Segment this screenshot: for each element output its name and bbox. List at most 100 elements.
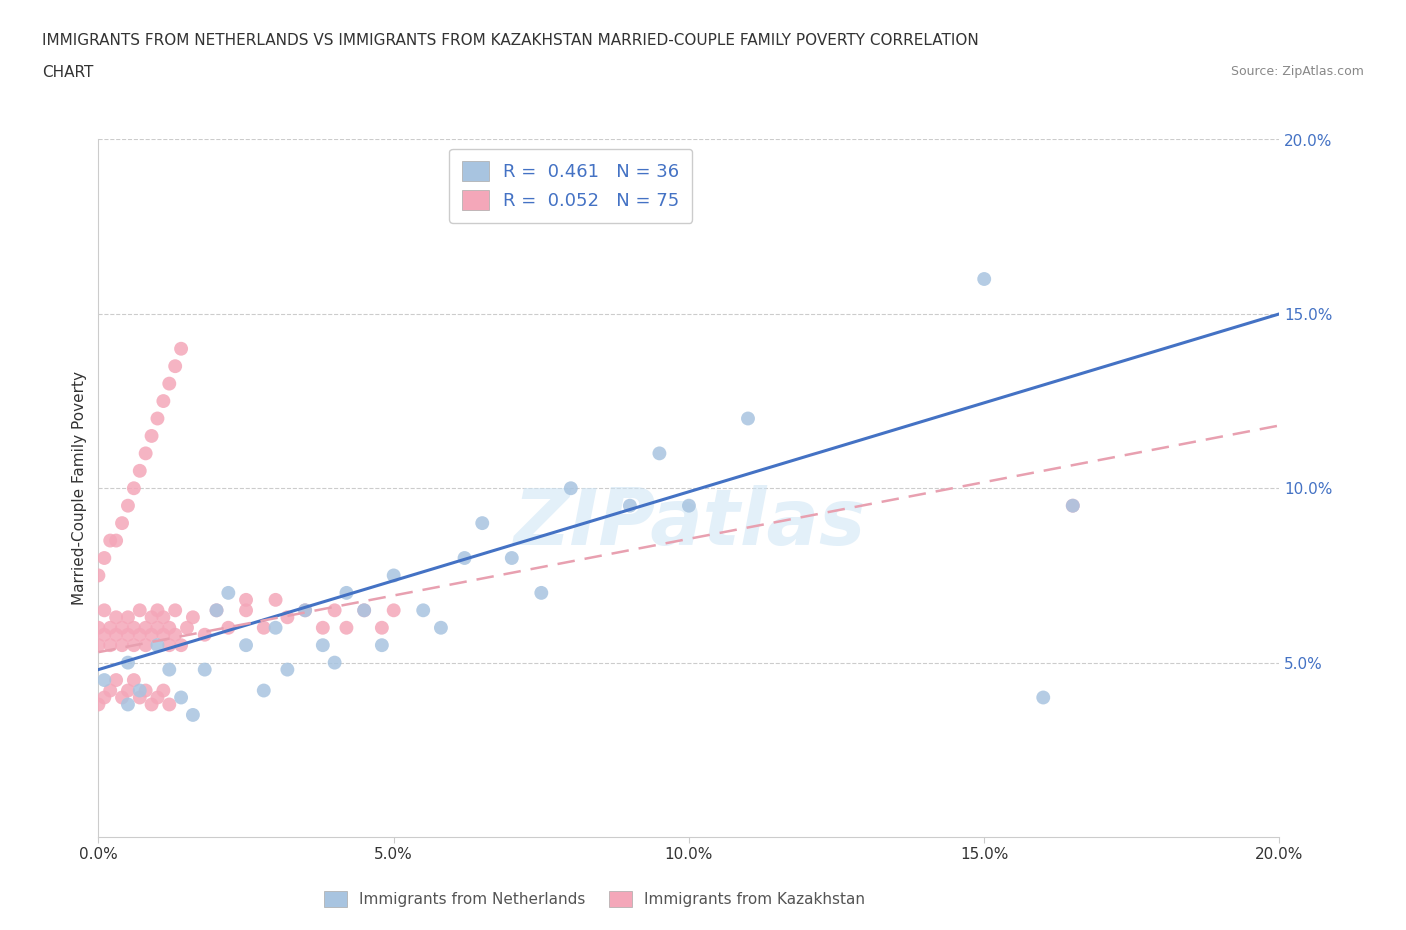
- Point: [371, 638, 394, 653]
- Point: [117, 698, 139, 712]
- Point: [141, 628, 163, 643]
- Point: [122, 638, 145, 653]
- Point: [146, 690, 169, 705]
- Point: [105, 672, 128, 687]
- Point: [157, 377, 180, 392]
- Point: [93, 672, 115, 687]
- Point: [128, 683, 150, 698]
- Point: [471, 515, 494, 530]
- Point: [98, 638, 121, 653]
- Point: [382, 603, 405, 618]
- Point: [165, 628, 187, 643]
- Point: [430, 620, 453, 635]
- Point: [217, 586, 239, 601]
- Point: [105, 610, 128, 625]
- Point: [335, 620, 357, 635]
- Point: [93, 628, 115, 643]
- Point: [146, 411, 169, 426]
- Point: [973, 272, 995, 286]
- Point: [152, 393, 174, 408]
- Point: [128, 690, 150, 705]
- Point: [170, 341, 193, 356]
- Point: [87, 638, 110, 653]
- Point: [117, 628, 139, 643]
- Point: [619, 498, 641, 513]
- Point: [135, 638, 157, 653]
- Point: [353, 603, 375, 618]
- Point: [205, 603, 228, 618]
- Point: [312, 638, 335, 653]
- Point: [93, 551, 115, 565]
- Text: CHART: CHART: [42, 65, 94, 80]
- Point: [453, 551, 475, 565]
- Point: [194, 628, 217, 643]
- Point: [135, 620, 157, 635]
- Point: [87, 698, 110, 712]
- Point: [371, 620, 394, 635]
- Point: [312, 620, 335, 635]
- Point: [530, 586, 553, 601]
- Point: [276, 662, 298, 677]
- Point: [117, 498, 139, 513]
- Point: [335, 586, 357, 601]
- Point: [353, 603, 375, 618]
- Point: [146, 603, 169, 618]
- Point: [87, 620, 110, 635]
- Point: [93, 690, 115, 705]
- Point: [294, 603, 316, 618]
- Point: [135, 446, 157, 461]
- Point: [217, 620, 239, 635]
- Point: [152, 610, 174, 625]
- Point: [253, 620, 276, 635]
- Point: [152, 628, 174, 643]
- Point: [122, 620, 145, 635]
- Point: [157, 698, 180, 712]
- Point: [560, 481, 582, 496]
- Point: [323, 656, 346, 671]
- Point: [111, 620, 134, 635]
- Point: [128, 628, 150, 643]
- Point: [1032, 690, 1054, 705]
- Point: [152, 683, 174, 698]
- Text: IMMIGRANTS FROM NETHERLANDS VS IMMIGRANTS FROM KAZAKHSTAN MARRIED-COUPLE FAMILY : IMMIGRANTS FROM NETHERLANDS VS IMMIGRANT…: [42, 33, 979, 47]
- Point: [117, 683, 139, 698]
- Point: [157, 638, 180, 653]
- Point: [122, 672, 145, 687]
- Point: [87, 568, 110, 583]
- Point: [176, 620, 198, 635]
- Point: [737, 411, 759, 426]
- Point: [141, 610, 163, 625]
- Point: [648, 446, 671, 461]
- Point: [205, 603, 228, 618]
- Point: [157, 662, 180, 677]
- Point: [128, 463, 150, 478]
- Point: [501, 551, 523, 565]
- Point: [194, 662, 217, 677]
- Point: [181, 610, 204, 625]
- Point: [276, 610, 298, 625]
- Point: [111, 515, 134, 530]
- Point: [141, 429, 163, 444]
- Point: [253, 683, 276, 698]
- Point: [1062, 498, 1084, 513]
- Point: [323, 603, 346, 618]
- Text: Source: ZipAtlas.com: Source: ZipAtlas.com: [1230, 65, 1364, 78]
- Point: [98, 620, 121, 635]
- Point: [146, 638, 169, 653]
- Point: [264, 592, 287, 607]
- Point: [678, 498, 700, 513]
- Point: [146, 620, 169, 635]
- Point: [141, 698, 163, 712]
- Point: [165, 603, 187, 618]
- Y-axis label: Married-Couple Family Poverty: Married-Couple Family Poverty: [72, 371, 87, 605]
- Point: [235, 603, 257, 618]
- Point: [105, 628, 128, 643]
- Point: [117, 656, 139, 671]
- Point: [98, 683, 121, 698]
- Point: [412, 603, 434, 618]
- Point: [111, 690, 134, 705]
- Point: [105, 533, 128, 548]
- Point: [98, 533, 121, 548]
- Point: [264, 620, 287, 635]
- Point: [235, 638, 257, 653]
